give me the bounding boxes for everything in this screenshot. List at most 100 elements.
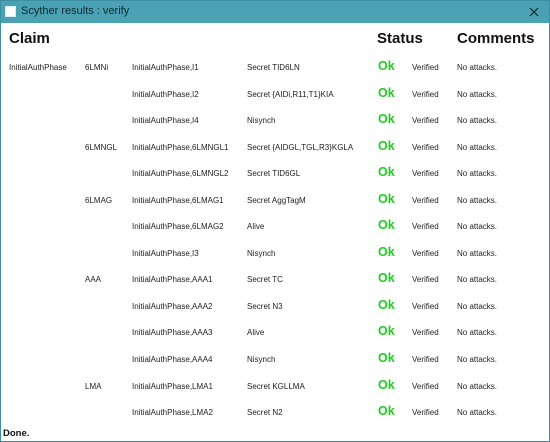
claim-id-cell: InitialAuthPhase,I2 <box>132 89 199 99</box>
verdict-cell: Verified <box>412 248 439 258</box>
claim-header: Claim <box>9 30 50 47</box>
status-ok: Ok <box>378 271 395 286</box>
table-row: InitialAuthPhase,I3 Nisynch Ok Verified No a… <box>1 241 549 268</box>
claim-cell: Secret TID6LN <box>247 63 300 72</box>
status-ok: Ok <box>378 351 395 366</box>
title-bar[interactable]: Scyther results : verify <box>1 1 549 23</box>
status-text: Done. <box>3 428 30 439</box>
verdict-cell: Verified <box>412 301 439 311</box>
table-row: 6LMNGL InitialAuthPhase,6LMNGL1 Secret {AI… <box>1 135 549 162</box>
claim-cell: Alive <box>247 328 265 338</box>
claim-id-cell: InitialAuthPhase,AAA4 <box>132 355 213 365</box>
status-bar: Done. <box>1 427 549 441</box>
table-row: InitialAuthPhase,AAA2 Secret N3 Ok Verified… <box>1 294 549 321</box>
table-row: 6LMAG InitialAuthPhase,6LMAG1 Secret AggTa… <box>1 188 549 215</box>
status-ok: Ok <box>378 112 395 127</box>
comments-header: Comments <box>457 30 535 47</box>
table-row: InitialAuthPhase,I4 Nisynch Ok Verified No a… <box>1 108 549 135</box>
verdict-cell: Verified <box>412 328 439 338</box>
role-cell: LMA <box>85 381 102 391</box>
claim-cell: Nisynch <box>247 248 276 258</box>
comment-cell: No attacks. <box>457 408 498 418</box>
claim-id-cell: InitialAuthPhase,6LMAG1 <box>132 195 224 205</box>
claim-cell: Secret TC <box>247 275 283 285</box>
close-icon <box>529 7 539 17</box>
verdict-cell: Verified <box>412 169 439 179</box>
table-row: InitialAuthPhase 6LMNi InitialAuthPhase,I1… <box>1 55 549 82</box>
comment-cell: No attacks. <box>457 301 498 311</box>
comment-cell: No attacks. <box>457 328 498 338</box>
status-ok: Ok <box>378 191 395 206</box>
claim-cell: Nisynch <box>247 355 276 365</box>
comment-cell: No attacks. <box>457 63 498 72</box>
claim-cell: Alive <box>247 222 265 232</box>
window-title: Scyther results : verify <box>21 5 130 17</box>
app-icon <box>5 6 16 17</box>
comment-cell: No attacks. <box>457 222 498 232</box>
claim-id-cell: InitialAuthPhase,I1 <box>132 63 199 72</box>
status-ok: Ok <box>378 59 395 73</box>
comment-cell: No attacks. <box>457 142 498 152</box>
table-row: InitialAuthPhase,AAA3 Alive Ok Verified No a… <box>1 320 549 347</box>
role-cell: 6LMNi <box>85 63 109 72</box>
verdict-cell: Verified <box>412 116 439 126</box>
status-ok: Ok <box>378 138 395 153</box>
status-ok: Ok <box>378 404 395 419</box>
status-ok: Ok <box>378 324 395 339</box>
role-cell: 6LMNGL <box>85 142 118 152</box>
table-row: AAA InitialAuthPhase,AAA1 Secret TC Ok Verif… <box>1 267 549 294</box>
claim-cell: Secret N2 <box>247 408 283 418</box>
status-ok: Ok <box>378 244 395 259</box>
status-header: Status <box>377 30 423 47</box>
comment-cell: No attacks. <box>457 275 498 285</box>
claim-cell: Secret {AIDGL,TGL,R3}KGLA <box>247 142 354 152</box>
comment-cell: No attacks. <box>457 381 498 391</box>
claim-id-cell: InitialAuthPhase,I3 <box>132 248 199 258</box>
claim-id-cell: InitialAuthPhase,AAA1 <box>132 275 213 285</box>
claim-cell: Nisynch <box>247 116 276 126</box>
claim-cell: Secret KGLLMA <box>247 381 305 391</box>
verdict-cell: Verified <box>412 142 439 152</box>
status-ok: Ok <box>378 218 395 233</box>
claim-cell: Secret N3 <box>247 301 283 311</box>
table-row: InitialAuthPhase,LMA2 Secret N2 Ok Verified… <box>1 400 549 427</box>
role-cell: AAA <box>85 275 102 285</box>
claim-id-cell: InitialAuthPhase,6LMNGL1 <box>132 142 229 152</box>
claim-cell: Secret AggTagM <box>247 195 306 205</box>
verdict-cell: Verified <box>412 195 439 205</box>
claim-id-cell: InitialAuthPhase,AAA3 <box>132 328 213 338</box>
protocol-cell: InitialAuthPhase <box>9 63 67 72</box>
claim-id-cell: InitialAuthPhase,6LMNGL2 <box>132 169 229 179</box>
verdict-cell: Verified <box>412 89 439 99</box>
close-button[interactable] <box>519 1 549 23</box>
claim-id-cell: InitialAuthPhase,6LMAG2 <box>132 222 224 232</box>
comment-cell: No attacks. <box>457 169 498 179</box>
results-table: InitialAuthPhase 6LMNi InitialAuthPhase,I1… <box>1 55 549 427</box>
comment-cell: No attacks. <box>457 89 498 99</box>
verdict-cell: Verified <box>412 381 439 391</box>
table-row: LMA InitialAuthPhase,LMA1 Secret KGLLMA Ok V… <box>1 374 549 401</box>
comment-cell: No attacks. <box>457 355 498 365</box>
claim-id-cell: InitialAuthPhase,LMA1 <box>132 381 213 391</box>
status-ok: Ok <box>378 297 395 312</box>
comment-cell: No attacks. <box>457 116 498 126</box>
verdict-cell: Verified <box>412 63 439 72</box>
claim-id-cell: InitialAuthPhase,LMA2 <box>132 408 213 418</box>
claim-id-cell: InitialAuthPhase,I4 <box>132 116 199 126</box>
table-row: InitialAuthPhase,6LMNGL2 Secret TID6GL Ok V… <box>1 161 549 188</box>
comment-cell: No attacks. <box>457 248 498 258</box>
table-row: InitialAuthPhase,AAA4 Nisynch Ok Verified No… <box>1 347 549 374</box>
table-row: InitialAuthPhase,6LMAG2 Alive Ok Verified No… <box>1 214 549 241</box>
verdict-cell: Verified <box>412 408 439 418</box>
verdict-cell: Verified <box>412 222 439 232</box>
role-cell: 6LMAG <box>85 195 113 205</box>
claim-cell: Secret TID6GL <box>247 169 301 179</box>
status-ok: Ok <box>378 165 395 180</box>
status-ok: Ok <box>378 85 395 100</box>
comment-cell: No attacks. <box>457 195 498 205</box>
claim-cell: Secret {AIDi,R11,T1}KIA <box>247 89 334 99</box>
status-ok: Ok <box>378 377 395 392</box>
verdict-cell: Verified <box>412 275 439 285</box>
verdict-cell: Verified <box>412 355 439 365</box>
